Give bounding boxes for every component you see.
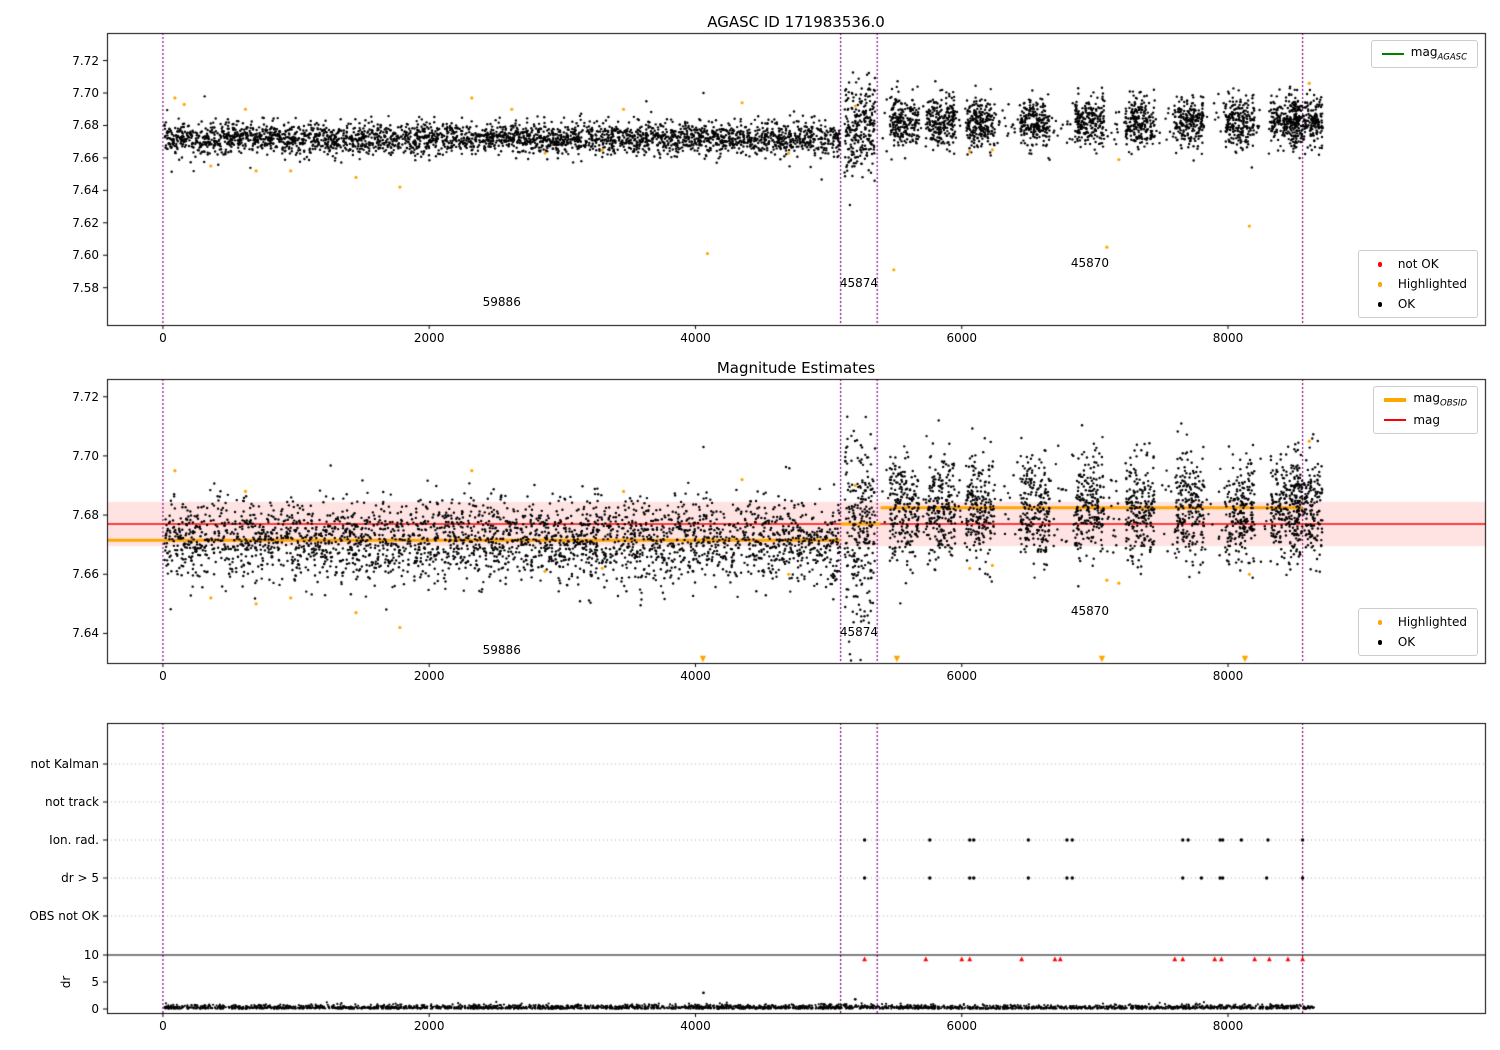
legend-label: OK: [1397, 297, 1416, 311]
x-tick-label: 0: [159, 669, 167, 683]
legend-label: magOBSID: [1413, 391, 1467, 409]
legend-entry: Highlighted: [1369, 614, 1467, 630]
legend-marker-swatch: [1369, 616, 1391, 628]
flag-row-label: not Kalman: [30, 757, 99, 771]
chart-title-middle: Magnitude Estimates: [716, 359, 876, 377]
x-tick-label: 4000: [680, 669, 711, 683]
legend-line-swatch: [1384, 414, 1407, 426]
y-tick-label: 7.64: [72, 183, 99, 198]
y-tick-label: 7.60: [72, 248, 99, 263]
legend-label: magAGASC: [1410, 45, 1467, 63]
legend-label: Highlighted: [1397, 615, 1467, 629]
flag-row-label: dr > 5: [61, 871, 99, 885]
obsid-label: 59886: [482, 642, 521, 657]
y-tick-label: 7.72: [72, 389, 99, 404]
legend-line-swatch: [1381, 48, 1404, 60]
legend-marker-swatch: [1369, 298, 1391, 310]
dr-tick-label: 5: [91, 975, 99, 989]
legend-entry: magOBSID: [1384, 391, 1467, 409]
chart-title-top: AGASC ID 171983536.0: [707, 13, 885, 31]
x-tick-label: 6000: [946, 669, 978, 683]
x-tick-label: 6000: [946, 1019, 978, 1033]
legend-point-status-middle-chart: Highlighted OK: [1357, 608, 1478, 656]
x-tick-label: 0: [159, 331, 167, 345]
flag-row-label: not track: [44, 795, 99, 809]
legend-marker-swatch: [1369, 278, 1391, 290]
legend-label: Highlighted: [1397, 277, 1467, 291]
legend-entry: mag: [1384, 412, 1467, 428]
legend-entry: OK: [1369, 634, 1467, 650]
legend-marker-swatch: [1369, 258, 1391, 270]
y-tick-label: 7.66: [72, 150, 99, 165]
y-tick-label: 7.64: [72, 626, 99, 641]
legend-label: mag: [1413, 413, 1441, 427]
dr-tick-label: 10: [83, 948, 99, 962]
y-tick-label: 7.58: [72, 280, 99, 295]
x-tick-label: 4000: [680, 331, 711, 345]
legend-mag-agasc: magAGASC: [1370, 40, 1478, 68]
legend-line-swatch: [1384, 394, 1407, 406]
x-tick-label: 8000: [1212, 1019, 1244, 1033]
x-tick-label: 0: [159, 1019, 167, 1033]
x-tick-label: 4000: [680, 1019, 711, 1033]
dr-tick-label: 0: [91, 1002, 99, 1016]
y-tick-label: 7.70: [72, 448, 99, 463]
legend-label: OK: [1397, 635, 1416, 649]
legend-label: not OK: [1397, 257, 1439, 271]
legend-marker-swatch: [1369, 636, 1391, 648]
flag-row-label: OBS not OK: [29, 909, 99, 923]
x-tick-label: 2000: [413, 331, 445, 345]
legend-entry: OK: [1369, 296, 1467, 312]
legend-mag-lines: magOBSID mag: [1373, 386, 1478, 434]
obsid-label: 45870: [1070, 256, 1110, 271]
y-tick-label: 7.70: [72, 86, 99, 101]
obsid-label: 59886: [482, 295, 521, 310]
y-tick-label: 7.68: [72, 118, 99, 133]
y-tick-label: 7.62: [72, 215, 99, 230]
legend-entry: not OK: [1369, 256, 1467, 272]
y-tick-label: 7.72: [72, 53, 99, 68]
legend-entry: magAGASC: [1381, 45, 1467, 63]
obsid-label: 45874: [839, 275, 879, 290]
obsid-label: 45870: [1070, 604, 1110, 619]
obsid-label: 45874: [839, 624, 879, 639]
legend-entry: Highlighted: [1369, 276, 1467, 292]
dr-axis-label: dr: [59, 975, 73, 989]
legend-point-status-top-chart: not OK Highlighted OK: [1357, 250, 1478, 318]
x-tick-label: 2000: [413, 669, 445, 683]
x-tick-label: 8000: [1212, 669, 1244, 683]
y-tick-label: 7.66: [72, 567, 99, 582]
y-tick-label: 7.68: [72, 508, 99, 523]
x-tick-label: 6000: [946, 331, 978, 345]
x-tick-label: 8000: [1212, 331, 1244, 345]
x-tick-label: 2000: [413, 1019, 445, 1033]
flag-row-label: Ion. rad.: [49, 833, 99, 847]
